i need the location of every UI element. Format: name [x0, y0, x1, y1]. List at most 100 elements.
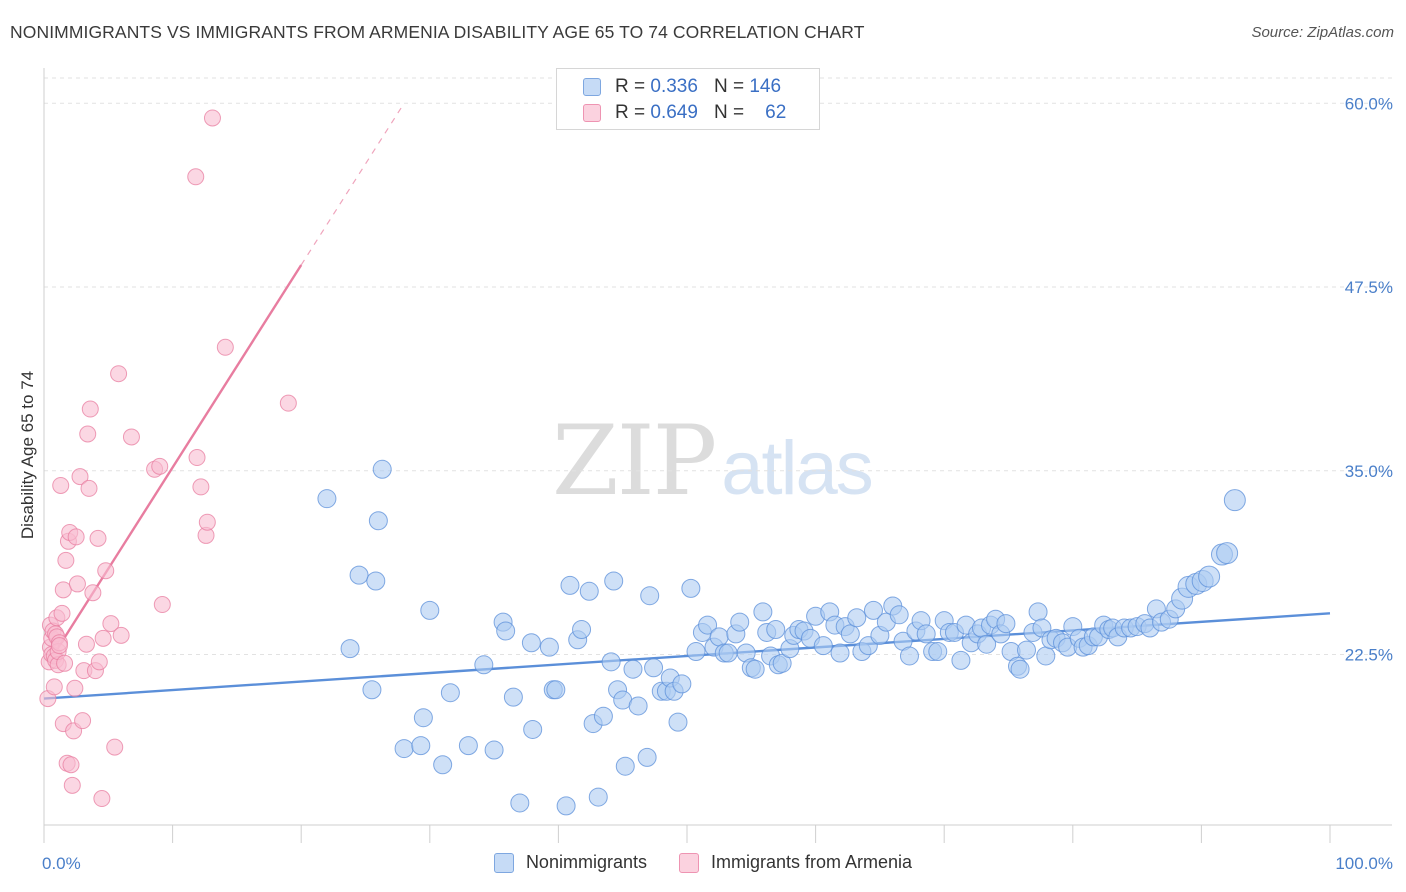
nonimmigrants-point-103: [977, 634, 997, 654]
nonimmigrants-point-26: [560, 575, 580, 595]
legend-row-nonimmigrants: R = 0.336 N = 146: [583, 75, 781, 99]
legend-item-immigrants-armenia: Immigrants from Armenia: [678, 852, 913, 873]
nonimmigrants-point-41: [640, 586, 660, 606]
immigrants-armenia-point-57: [198, 513, 216, 531]
nonimmigrants-point-21: [521, 633, 541, 653]
nonimmigrants-point-3: [349, 565, 369, 585]
legend-swatch-nonimmigrants: [493, 852, 514, 873]
nonimmigrants-point-143: [1198, 565, 1221, 588]
nonimmigrants-point-48: [672, 674, 692, 694]
immigrants-armenia-point-54: [188, 449, 206, 467]
nonimmigrants-point-50: [686, 642, 706, 662]
nonimmigrants-point-110: [1010, 659, 1030, 679]
nonimmigrants-point-7: [420, 600, 440, 620]
nonimmigrants-point-31: [588, 787, 608, 807]
legend-row-immigrants-armenia: R = 0.649 N = 62: [583, 101, 786, 125]
legend-label-immigrants-armenia: Immigrants from Armenia: [710, 852, 913, 872]
nonimmigrants-point-94: [928, 642, 948, 662]
nonimmigrants-point-40: [637, 747, 657, 767]
legend-swatch-nonimmigrants: [583, 78, 601, 96]
immigrants-armenia-point-45: [102, 615, 120, 633]
immigrants-armenia-trend-extension: [300, 102, 405, 266]
nonimmigrants-point-4: [366, 571, 386, 591]
immigrants-armenia-point-60: [279, 394, 297, 412]
nonimmigrants-point-22: [539, 637, 559, 657]
immigrants-armenia-point-51: [151, 457, 169, 475]
immigrants-armenia-point-25: [62, 756, 80, 774]
axes: [43, 68, 1392, 843]
chart-title: NONIMMIGRANTS VS IMMIGRANTS FROM ARMENIA…: [10, 22, 865, 42]
nonimmigrants-point-79: [840, 624, 860, 644]
immigrants-armenia-point-49: [122, 428, 140, 446]
x-tick-label-1: 100.0%: [1335, 854, 1393, 873]
immigrants-armenia-point-42: [93, 790, 111, 808]
nonimmigrants-point-10: [411, 736, 431, 756]
legend-r-value: 0.649: [650, 102, 698, 123]
nonimmigrants-point-12: [440, 683, 460, 703]
nonimmigrants-point-19: [510, 793, 530, 813]
nonimmigrants-point-115: [1036, 646, 1056, 666]
nonimmigrants-point-42: [644, 658, 664, 678]
nonimmigrants-point-145: [1216, 542, 1239, 565]
nonimmigrants-point-77: [830, 643, 850, 663]
trend-lines: [43, 102, 1331, 700]
immigrants-armenia-point-47: [110, 365, 128, 383]
zipatlas-watermark: ZIPatlas: [552, 405, 874, 517]
legend-swatch-immigrants-armenia: [678, 852, 699, 873]
immigrants-armenia-point-34: [77, 635, 95, 653]
immigrants-armenia-point-29: [67, 528, 85, 546]
nonimmigrants-point-15: [484, 740, 504, 760]
nonimmigrants-point-38: [623, 659, 643, 679]
nonimmigrants-point-24: [546, 680, 566, 700]
immigrants-armenia-point-52: [153, 596, 171, 614]
legend-n-value: 62: [765, 102, 787, 123]
immigrants-armenia-point-61: [50, 637, 68, 655]
nonimmigrants-point-61: [745, 659, 765, 679]
immigrants-armenia-point-48: [112, 626, 130, 644]
grid-lines: [44, 77, 1392, 655]
nonimmigrants-point-80: [847, 608, 867, 628]
immigrants-armenia-point-32: [74, 712, 92, 730]
nonimmigrants-point-52: [698, 615, 718, 635]
nonimmigrants-point-98: [951, 650, 971, 670]
immigrants-armenia-point-21: [57, 551, 75, 569]
nonimmigrants-point-87: [889, 605, 909, 625]
nonimmigrants-point-1: [372, 459, 392, 479]
nonimmigrants-point-58: [730, 612, 750, 632]
immigrants-armenia-point-59: [216, 338, 234, 356]
legend-label-nonimmigrants: Nonimmigrants: [525, 852, 647, 872]
nonimmigrants-point-28: [572, 620, 592, 640]
nonimmigrants-point-37: [615, 756, 635, 776]
legend-n-label: N =: [713, 76, 745, 97]
immigrants-armenia-point-58: [203, 109, 221, 127]
nonimmigrants-point-67: [772, 653, 792, 673]
immigrants-armenia-point-16: [52, 476, 70, 494]
legend-swatch-immigrants-armenia: [583, 104, 601, 122]
nonimmigrants-point-14: [474, 655, 494, 675]
nonimmigrants-point-54: [709, 627, 729, 647]
y-tick-label-3: 60.0%: [1345, 94, 1393, 113]
nonimmigrants-point-9: [394, 739, 414, 759]
x-tick-label-0: 0.0%: [42, 854, 81, 873]
legend-n-value: 146: [749, 76, 782, 97]
nonimmigrants-point-146: [1223, 489, 1246, 512]
y-tick-label-1: 35.0%: [1345, 462, 1393, 481]
y-tick-label-2: 47.5%: [1345, 278, 1393, 297]
immigrants-armenia-point-40: [89, 529, 107, 547]
nonimmigrants-point-25: [556, 796, 576, 816]
immigrants-armenia-point-28: [66, 679, 84, 697]
immigrants-armenia-point-7: [45, 678, 63, 696]
legend-r-label: R =: [615, 102, 646, 123]
nonimmigrants-point-47: [668, 712, 688, 732]
nonimmigrants-point-13: [458, 736, 478, 756]
nonimmigrants-point-65: [766, 620, 786, 640]
nonimmigrants-point-0: [317, 489, 337, 509]
watermark-atlas: atlas: [721, 426, 874, 511]
legend-r-value: 0.336: [650, 76, 698, 97]
immigrants-armenia-point-36: [80, 479, 98, 497]
nonimmigrants-point-5: [340, 639, 360, 659]
nonimmigrants-point-6: [362, 680, 382, 700]
immigrants-armenia-point-55: [192, 478, 210, 496]
nonimmigrants-point-62: [753, 602, 773, 622]
watermark-zip: ZIP: [552, 405, 717, 517]
